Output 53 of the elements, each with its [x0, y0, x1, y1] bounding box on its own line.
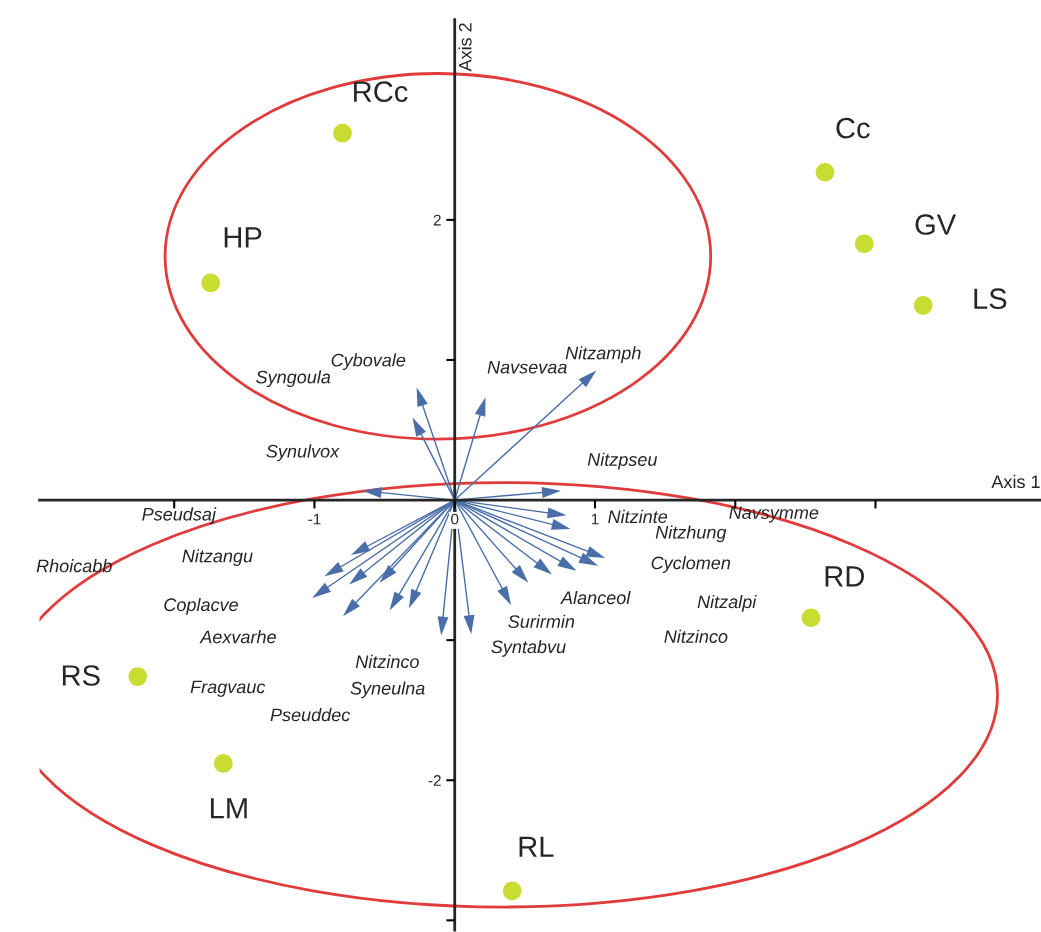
annotation: Nitzinco [664, 629, 728, 643]
annotation: Navsevaa [487, 360, 567, 374]
point [578, 552, 598, 566]
annotation: LS [974, 288, 1007, 310]
annotation: Nitzangu [182, 549, 253, 567]
annotation: Syneulna [350, 681, 425, 699]
x-tick-label: 1 [591, 513, 599, 525]
annotation: Cybovale [331, 353, 406, 371]
annotation: LM [210, 798, 247, 819]
annotation: Nitzpseu [587, 452, 658, 470]
annotation: Cc [836, 117, 870, 139]
point [854, 234, 874, 254]
annotation: Syngoula [256, 370, 331, 388]
annotation: Syntabvu [491, 639, 566, 657]
point [128, 667, 148, 686]
annotation: RS [62, 665, 100, 686]
annotation: Nitzamph [565, 346, 641, 363]
annotation: Nitzinco [355, 654, 419, 669]
annotation: Pseuddec [270, 708, 351, 722]
y-tick-label: 2 [433, 214, 441, 226]
point [801, 608, 821, 628]
point [333, 123, 352, 143]
annotation: GV [915, 214, 957, 235]
annotation: Alanceol [560, 590, 631, 605]
annotation: Nitzinte [608, 509, 668, 524]
y-axis-title: Axis 2 [458, 23, 472, 72]
annotation: RCc [354, 81, 408, 102]
annotation: Surirmin [508, 614, 575, 628]
point [201, 273, 220, 293]
annotation: Synulvox [266, 444, 340, 462]
annotation: Cyclomen [651, 556, 731, 573]
annotation: Nitzhung [655, 525, 727, 543]
point [815, 162, 835, 182]
point [349, 568, 368, 585]
point [324, 562, 344, 577]
annotation: Aexvarhe [199, 630, 276, 644]
point [213, 754, 233, 773]
point [913, 296, 933, 315]
x-axis-title: Axis 1 [991, 474, 1040, 489]
annotation: Fragvauc [190, 680, 266, 697]
annotation: RL [519, 836, 554, 857]
x-tick-label: 0 [451, 513, 459, 525]
annotation: Coplacve [164, 597, 238, 615]
point [557, 556, 577, 571]
annotation: RD [825, 566, 864, 587]
point [342, 598, 361, 617]
annotation: Nitzalpi [697, 594, 757, 612]
annotation: HP [224, 227, 262, 248]
point [312, 582, 331, 598]
y-tick-label: -2 [428, 775, 441, 786]
annotation: Pseudsaj [142, 507, 217, 525]
x-tick-label: -1 [308, 513, 321, 525]
point [379, 565, 397, 583]
